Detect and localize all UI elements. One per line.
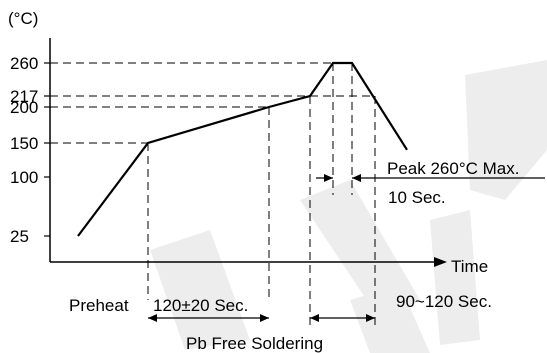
y-unit-label: (°C) [8,9,38,28]
watermark [150,60,547,353]
profile-line [77,61,408,237]
y-tick-label-260: 260 [10,54,38,73]
y-tick-label-200: 200 [10,98,38,117]
above-217-span-arrow-right [366,314,375,322]
preheat-span-arrow-right [260,314,269,322]
peak-label: Peak 260°C Max. [387,159,519,178]
y-tick-label-100: 100 [10,168,38,187]
time-span-arrows [148,174,545,322]
y-tick-label-150: 150 [10,134,38,153]
x-axis-arrow [434,257,447,267]
preheat-label: Preheat [69,296,129,315]
above-217-time-label: 90~120 Sec. [396,292,492,311]
axes [49,38,447,267]
process-label: Pb Free Soldering [186,334,323,353]
profile-series [77,61,408,237]
preheat-span-arrow-left [148,314,157,322]
y-tick-label-25: 25 [10,227,29,246]
y-tick-label-217: 217 [10,87,38,106]
guide-lines [50,62,376,325]
peak-span-arrow-left [324,174,333,182]
peak-span-arrow-right [352,174,361,182]
above-217-span-arrow-left [310,314,319,322]
preheat-time-label: 120±20 Sec. [153,296,248,315]
peak-time-label: 10 Sec. [388,188,446,207]
x-axis-label: Time [451,257,488,276]
